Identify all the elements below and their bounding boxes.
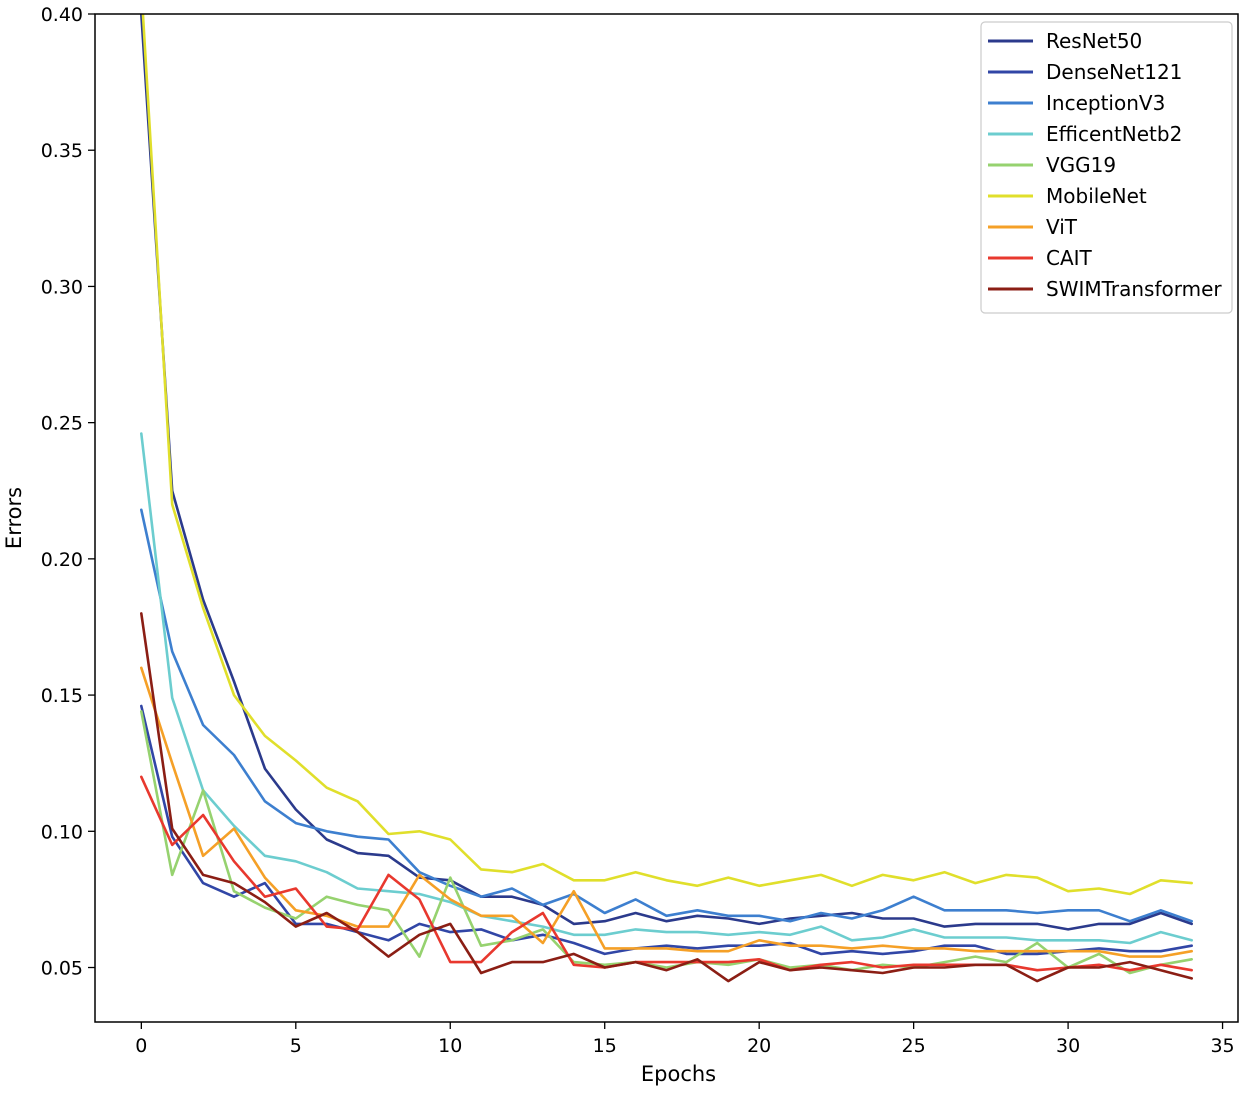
y-tick-label: 0.25 bbox=[41, 413, 83, 435]
x-axis-title: Epochs bbox=[641, 1062, 716, 1086]
series-line-efficentnetb2 bbox=[140, 432, 1193, 945]
series-line-vgg19 bbox=[140, 710, 1193, 975]
y-tick-label: 0.30 bbox=[41, 276, 83, 298]
legend-box bbox=[980, 21, 1233, 314]
legend-label: ResNet50 bbox=[1046, 29, 1142, 53]
x-ticks: 0 5 10 15 20 25 30 35 bbox=[135, 1022, 1235, 1057]
series-line-cait bbox=[140, 775, 1193, 972]
legend-label: MobileNet bbox=[1046, 184, 1147, 208]
series-layer bbox=[140, 14, 1193, 983]
legend-label: DenseNet121 bbox=[1046, 60, 1182, 84]
legend-label: VGG19 bbox=[1046, 153, 1116, 177]
y-tick-label: 0.05 bbox=[41, 958, 83, 980]
x-tick-label: 30 bbox=[1056, 1035, 1080, 1057]
y-axis-title: Errors bbox=[2, 487, 26, 549]
x-tick-label: 5 bbox=[290, 1035, 302, 1057]
legend-label: EfficentNetb2 bbox=[1046, 122, 1182, 146]
x-tick-label: 10 bbox=[438, 1035, 462, 1057]
x-tick-label: 35 bbox=[1210, 1035, 1234, 1057]
series-line-swimtransformer bbox=[140, 612, 1193, 983]
y-tick-label: 0.40 bbox=[41, 4, 83, 26]
x-tick-label: 0 bbox=[135, 1035, 147, 1057]
x-tick-label: 15 bbox=[593, 1035, 617, 1057]
series-line-densenet121 bbox=[140, 704, 1193, 956]
legend-label: SWIMTransformer bbox=[1046, 277, 1222, 301]
legend-label: CAIT bbox=[1046, 246, 1093, 270]
x-tick-label: 25 bbox=[902, 1035, 926, 1057]
series-line-mobilenet bbox=[141, 14, 1193, 896]
x-tick-label: 20 bbox=[747, 1035, 771, 1057]
y-ticks: 0.05 0.10 0.15 0.20 0.25 0.30 0.35 0.40 bbox=[41, 4, 95, 980]
series-line-inceptionv3 bbox=[140, 508, 1193, 923]
y-tick-label: 0.10 bbox=[41, 821, 83, 843]
y-tick-label: 0.20 bbox=[41, 549, 83, 571]
plot-frame bbox=[94, 13, 1239, 1023]
y-tick-label: 0.15 bbox=[41, 685, 83, 707]
y-tick-label: 0.35 bbox=[41, 140, 83, 162]
legend-label: InceptionV3 bbox=[1046, 91, 1165, 115]
legend: ResNet50 DenseNet121 InceptionV3 EfficentNe… bbox=[980, 21, 1233, 314]
legend-label: ViT bbox=[1046, 215, 1078, 239]
